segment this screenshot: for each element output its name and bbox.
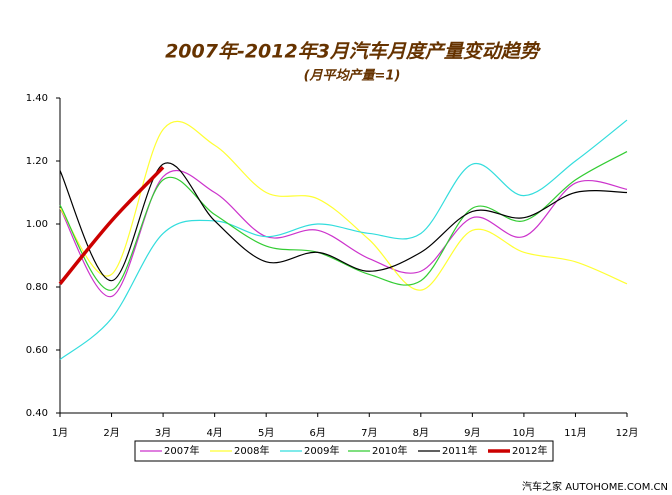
y-tick-label: 0.80 bbox=[26, 282, 48, 293]
x-tick-label: 4月 bbox=[206, 427, 222, 439]
watermark: 汽车之家 AUTOHOME.COM.CN bbox=[522, 480, 668, 493]
line-series bbox=[58, 166, 165, 285]
line-series bbox=[59, 151, 628, 291]
x-tick-label: 10月 bbox=[513, 427, 536, 439]
legend-label: 2009年 bbox=[304, 444, 339, 457]
line-series bbox=[59, 120, 628, 291]
y-tick-label: 1.20 bbox=[26, 156, 48, 167]
x-tick-label: 3月 bbox=[155, 427, 171, 439]
x-tick-label: 1月 bbox=[52, 427, 68, 439]
legend-label: 2010年 bbox=[372, 444, 407, 457]
legend-label: 2008年 bbox=[234, 444, 269, 457]
y-tick-label: 1.40 bbox=[26, 93, 48, 104]
line-series bbox=[59, 119, 628, 360]
x-tick-label: 12月 bbox=[616, 427, 639, 439]
x-tick-label: 11月 bbox=[564, 427, 587, 439]
y-tick-label: 0.60 bbox=[26, 345, 48, 356]
line-series bbox=[59, 170, 628, 298]
line-series bbox=[59, 162, 628, 282]
chart-title: 2007年-2012年3月汽车月度产量变动趋势 bbox=[165, 41, 542, 63]
y-tick-label: 0.40 bbox=[26, 408, 48, 419]
x-tick-label: 2月 bbox=[103, 427, 119, 439]
y-tick-label: 1.00 bbox=[26, 219, 48, 230]
x-tick-label: 7月 bbox=[361, 427, 377, 439]
legend-label: 2011年 bbox=[442, 444, 477, 457]
chart-subtitle: (月平均产量=1) bbox=[304, 68, 401, 84]
x-tick-label: 6月 bbox=[310, 427, 326, 439]
x-tick-label: 9月 bbox=[464, 427, 480, 439]
legend-label: 2007年 bbox=[164, 444, 199, 457]
x-tick-label: 5月 bbox=[258, 427, 274, 439]
x-tick-label: 8月 bbox=[413, 427, 429, 439]
legend-label: 2012年 bbox=[512, 444, 547, 457]
legend-box bbox=[134, 440, 554, 462]
